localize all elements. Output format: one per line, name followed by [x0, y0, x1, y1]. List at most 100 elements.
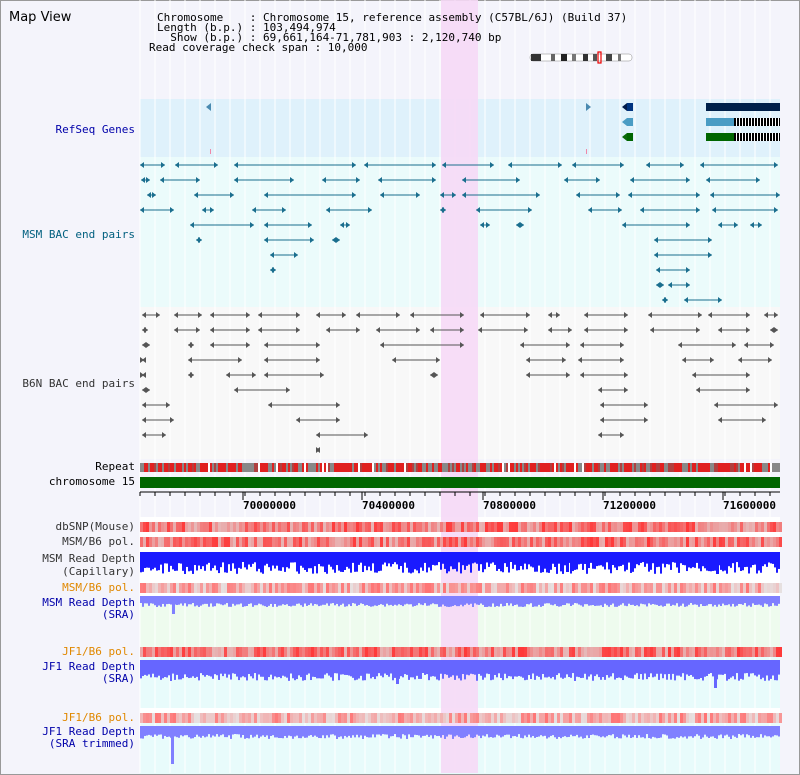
depth-bar: [670, 726, 672, 739]
depth-bar: [668, 660, 670, 674]
track-label-refseq[interactable]: RefSeq Genes: [55, 123, 135, 136]
track-label-repeat[interactable]: Repeat: [95, 460, 135, 473]
chromosome-ideogram[interactable]: [529, 51, 633, 64]
repeat-track[interactable]: [140, 463, 780, 472]
track-label-jf1-depth-trim-2[interactable]: (SRA trimmed): [48, 737, 135, 750]
repeat-segment: [176, 463, 178, 472]
refseq-genes-track[interactable]: [206, 103, 780, 154]
repeat-segment: [460, 463, 462, 472]
heatmap-cell: [725, 647, 728, 657]
depth-bar: [418, 596, 420, 604]
depth-bar: [496, 596, 498, 607]
msm-pair-end: [680, 162, 684, 168]
selection-highlight[interactable]: [441, 0, 478, 773]
depth-bar: [656, 552, 658, 568]
heatmap-cell: [560, 713, 563, 723]
msm-pair-end: [147, 192, 151, 198]
heatmap-cell: [776, 537, 779, 547]
heatmap-cell: [671, 522, 674, 532]
b6n-pair-end: [770, 342, 774, 348]
heatmap-cell: [476, 537, 479, 547]
depth-bar: [564, 552, 566, 566]
heatmap-cell: [728, 537, 731, 547]
heatmap-cell: [467, 537, 470, 547]
track-label-msm-depth-sra-2[interactable]: (SRA): [101, 608, 135, 621]
track-label-msm-depth-cap-1[interactable]: MSM Read Depth: [42, 552, 135, 565]
depth-bar: [696, 552, 698, 563]
repeat-segment: [348, 463, 350, 472]
repeat-segment: [184, 463, 186, 472]
chromosome-bar[interactable]: [140, 477, 780, 488]
heatmap-cell: [500, 537, 503, 547]
track-label-jf1-pol-1[interactable]: JF1/B6 pol.: [62, 645, 135, 658]
heatmap-cell: [677, 583, 680, 593]
heatmap-cell: [653, 583, 656, 593]
heatmap-cell: [623, 537, 626, 547]
depth-bar: [148, 552, 150, 568]
depth-bar: [282, 726, 284, 739]
heatmap-cell: [569, 713, 572, 723]
track-label-b6n-bac[interactable]: B6N BAC end pairs: [22, 377, 135, 390]
b6n-bac-pairs[interactable]: [140, 312, 778, 453]
depth-bar: [168, 660, 170, 676]
depth-bar: [610, 596, 612, 605]
track-label-jf1-depth-sra-2[interactable]: (SRA): [101, 672, 135, 685]
depth-bar: [206, 726, 208, 737]
depth-bar: [488, 660, 490, 675]
heatmap-cell: [491, 583, 494, 593]
track-label-msm-depth-sra-1[interactable]: MSM Read Depth: [42, 596, 135, 609]
track-label-jf1-depth-sra-1[interactable]: JF1 Read Depth: [42, 660, 135, 673]
depth-bar: [298, 660, 300, 676]
track-label-msm-bac[interactable]: MSM BAC end pairs: [22, 228, 135, 241]
heatmap-cell: [719, 647, 722, 657]
depth-bar: [650, 552, 652, 570]
repeat-segment: [306, 463, 308, 472]
heatmap-cell: [569, 647, 572, 657]
msm-pair-end: [564, 177, 568, 183]
depth-bar: [630, 552, 632, 573]
depth-bar: [620, 660, 622, 679]
heatmap-cell: [446, 522, 449, 532]
depth-bar: [620, 726, 622, 739]
depth-spike: [396, 660, 399, 684]
heatmap-cell: [731, 522, 734, 532]
track-label-msm-pol-1[interactable]: MSM/B6 pol.: [62, 535, 135, 548]
heatmap-cell: [602, 522, 605, 532]
depth-bar: [190, 552, 192, 571]
depth-bar: [306, 660, 308, 675]
depth-bar: [624, 552, 626, 572]
heatmap-cell: [260, 583, 263, 593]
depth-bar: [694, 726, 696, 737]
heatmap-cell: [479, 537, 482, 547]
track-label-chromosome[interactable]: chromosome 15: [48, 475, 135, 488]
depth-bar: [584, 660, 586, 674]
heatmap-cell: [419, 583, 422, 593]
repeat-segment: [150, 463, 152, 472]
heatmap-cell: [368, 713, 371, 723]
heatmap-cell: [353, 522, 356, 532]
heatmap-cell: [398, 713, 401, 723]
depth-bar: [724, 660, 726, 674]
msm-bac-pairs[interactable]: [140, 162, 780, 303]
track-label-msm-pol-2[interactable]: MSM/B6 pol.: [62, 581, 135, 594]
heatmap-cell: [683, 583, 686, 593]
track-label-jf1-depth-trim-1[interactable]: JF1 Read Depth: [42, 725, 135, 738]
depth-bar: [326, 660, 328, 674]
heatmap-cell: [572, 647, 575, 657]
depth-bar: [720, 596, 722, 607]
depth-bar: [430, 660, 432, 677]
depth-bar: [496, 552, 498, 571]
track-label-dbsnp[interactable]: dbSNP(Mouse): [55, 520, 135, 533]
track-label-jf1-pol-2[interactable]: JF1/B6 pol.: [62, 711, 135, 724]
heatmap-cell: [767, 522, 770, 532]
msm-pair-end: [686, 177, 690, 183]
b6n-pair-end: [156, 312, 160, 318]
heatmap-cell: [566, 583, 569, 593]
depth-bar: [460, 596, 462, 605]
heatmap-tracks[interactable]: [140, 522, 782, 723]
read-depth-tracks[interactable]: [140, 552, 780, 764]
heatmap-cell: [239, 537, 242, 547]
repeat-segment: [448, 463, 450, 472]
track-label-msm-depth-cap-2[interactable]: (Capillary): [62, 565, 135, 578]
